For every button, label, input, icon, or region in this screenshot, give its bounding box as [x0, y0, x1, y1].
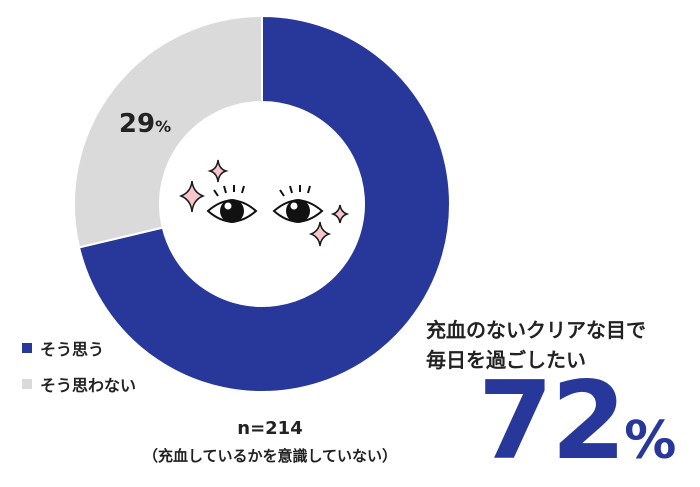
- headline: 充血のないクリアな目で 毎日を過ごしたい: [426, 315, 696, 375]
- sparkle-icon: [207, 159, 229, 183]
- headline-line-1: 充血のないクリアな目で: [426, 318, 646, 342]
- legend-swatch: [22, 343, 32, 353]
- sample-note: （充血しているかを意識していない）: [142, 447, 398, 465]
- headline-line-2: 毎日を過ごしたい: [426, 348, 586, 372]
- left-eye-icon: [206, 185, 258, 223]
- slice-agree: [77, 14, 451, 393]
- sparkling-eyes-icon: [178, 159, 350, 247]
- legend-item-disagree: そう思わない: [22, 372, 136, 396]
- sample-size: n=214: [237, 418, 303, 439]
- sparkle-icon: [308, 221, 332, 247]
- big-percentage: 72%: [478, 368, 676, 476]
- slice-disagree: [73, 14, 263, 249]
- sparkle-icon: [330, 204, 350, 224]
- slice-label-29: 29%: [119, 109, 171, 139]
- big-percentage-value: 72: [478, 359, 626, 484]
- legend-label: そう思う: [40, 340, 105, 359]
- legend-item-agree: そう思う: [22, 336, 104, 360]
- legend-swatch: [22, 379, 32, 389]
- right-eye-icon: [272, 185, 324, 223]
- legend-label: そう思わない: [40, 376, 137, 395]
- sparkle-icon: [178, 180, 206, 213]
- big-percentage-unit: %: [624, 411, 677, 471]
